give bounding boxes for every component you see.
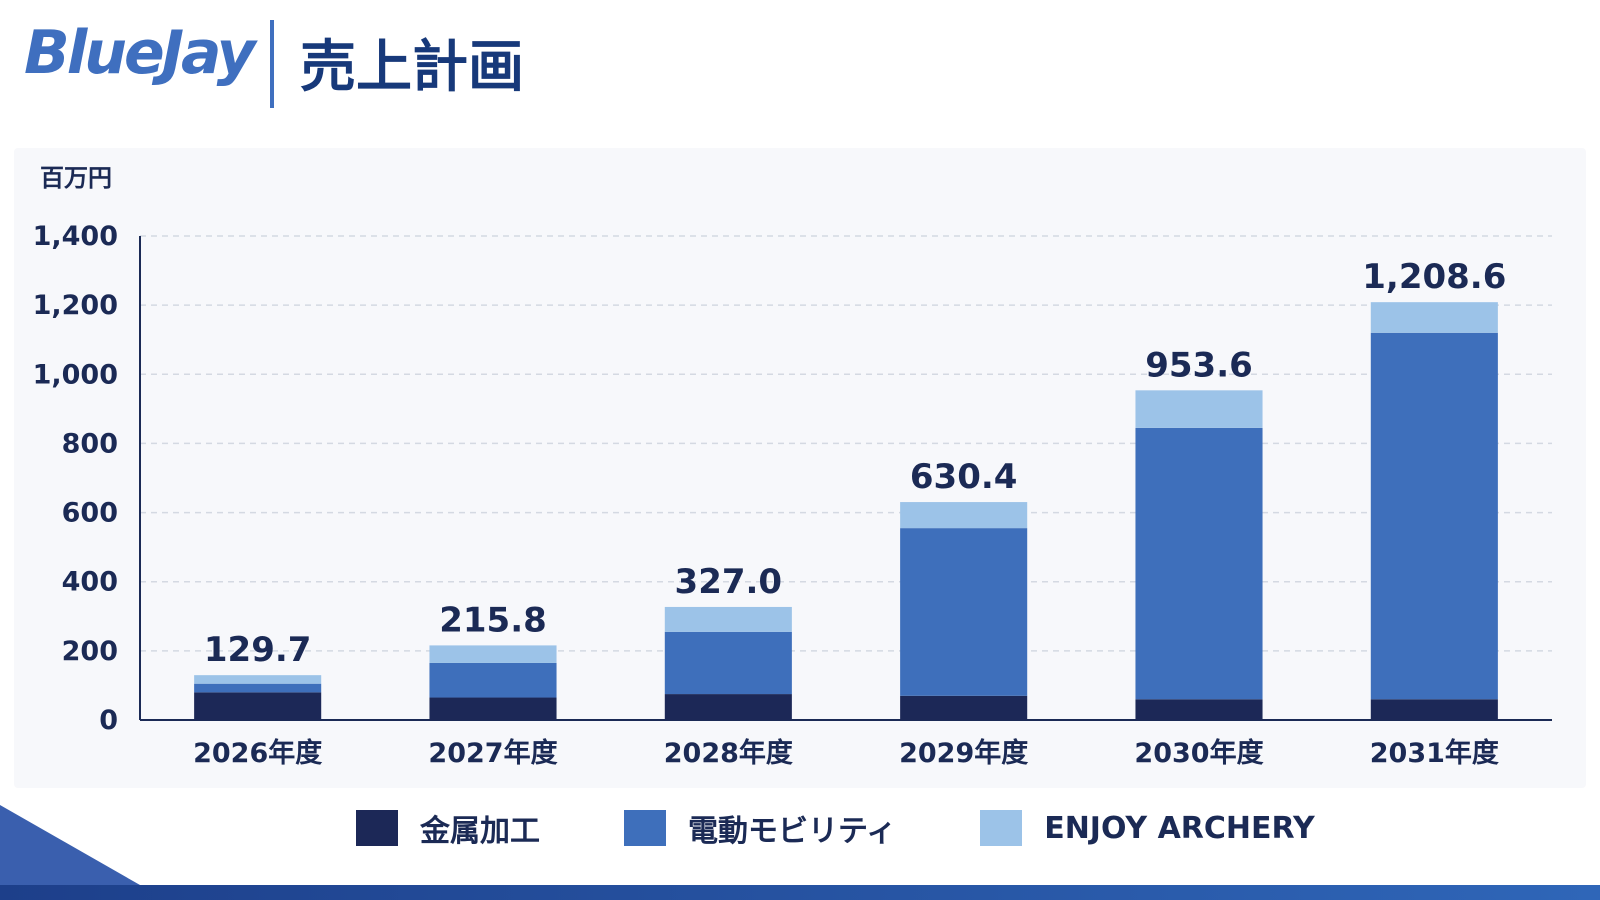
y-axis-unit-label: 百万円: [40, 164, 112, 192]
bar-segment-mobility: [664, 631, 792, 695]
label-layer: 129.7 2026年度 215.8 2027年度 327.0 2028年度 630.4 20…: [193, 257, 1506, 769]
legend-item-metal: 金属加工: [356, 806, 540, 850]
legend-swatch-metal: [356, 810, 398, 846]
legend-label-metal: 金属加工: [420, 814, 540, 849]
x-tick-label: 2028年度: [664, 737, 793, 769]
bar-segment-archery: [664, 606, 792, 632]
bar-total-label: 1,208.6: [1362, 257, 1506, 297]
bar-total-label: 630.4: [910, 457, 1018, 497]
bar-segment-metal: [900, 695, 1028, 720]
grid-layer: [140, 235, 1552, 652]
bar-segment-metal: [429, 697, 557, 720]
y-tick-label: 1,400: [33, 221, 118, 252]
bluejay-logo: BlueJay: [24, 18, 256, 88]
bar-total-label: 129.7: [204, 630, 312, 670]
chart-legend: 金属加工 電動モビリティ ENJOY ARCHERY: [356, 806, 1315, 850]
bar-segment-archery: [429, 645, 557, 663]
bar-segment-metal: [664, 694, 792, 720]
legend-swatch-archery: [980, 810, 1023, 846]
x-tick-label: 2026年度: [193, 737, 322, 769]
x-tick-label: 2031年度: [1370, 737, 1499, 769]
y-tick-label: 1,000: [33, 359, 118, 390]
bar-segment-mobility: [1135, 427, 1263, 700]
y-tick-label: 800: [62, 428, 118, 459]
legend-label-archery: ENJOY ARCHERY: [1044, 810, 1315, 846]
header: BlueJay 売上計画: [0, 0, 1600, 120]
header-divider: [270, 20, 274, 108]
axis-layer: 0 200 400 600 800 1,000 1,200 1,400: [33, 221, 1552, 736]
bar-segment-archery: [1135, 390, 1263, 428]
y-tick-label: 200: [62, 636, 118, 667]
legend-item-mobility: 電動モビリティ: [624, 806, 896, 850]
y-tick-label: 600: [62, 498, 118, 529]
x-tick-label: 2027年度: [428, 737, 557, 769]
x-tick-label: 2030年度: [1134, 737, 1263, 769]
footer-decoration: [0, 805, 140, 885]
footer-band: [0, 885, 1600, 900]
bar-segment-metal: [194, 692, 322, 720]
bar-segment-mobility: [194, 683, 322, 693]
bar-segment-mobility: [1370, 332, 1498, 700]
bar-segment-metal: [1135, 699, 1263, 720]
bar-segment-mobility: [900, 528, 1028, 696]
page-title: 売上計画: [300, 35, 524, 100]
bar-segment-metal: [1370, 699, 1498, 720]
bar-layer: [194, 302, 1498, 720]
legend-item-archery: ENJOY ARCHERY: [980, 810, 1315, 846]
bar-segment-archery: [900, 502, 1028, 529]
y-tick-label: 1,200: [33, 290, 118, 321]
bar-total-label: 215.8: [439, 600, 547, 640]
bar-segment-archery: [194, 675, 322, 684]
y-tick-label: 400: [62, 567, 118, 598]
bar-segment-mobility: [429, 662, 557, 698]
x-tick-label: 2029年度: [899, 737, 1028, 769]
sales-plan-chart: 0 200 400 600 800 1,000 1,200 1,400 129.7 2026年度…: [33, 164, 1552, 769]
y-tick-label: 0: [99, 705, 118, 736]
legend-swatch-mobility: [624, 810, 666, 846]
bar-total-label: 953.6: [1145, 345, 1253, 385]
bar-total-label: 327.0: [675, 562, 783, 602]
legend-label-mobility: 電動モビリティ: [688, 814, 897, 849]
bar-segment-archery: [1370, 302, 1498, 333]
